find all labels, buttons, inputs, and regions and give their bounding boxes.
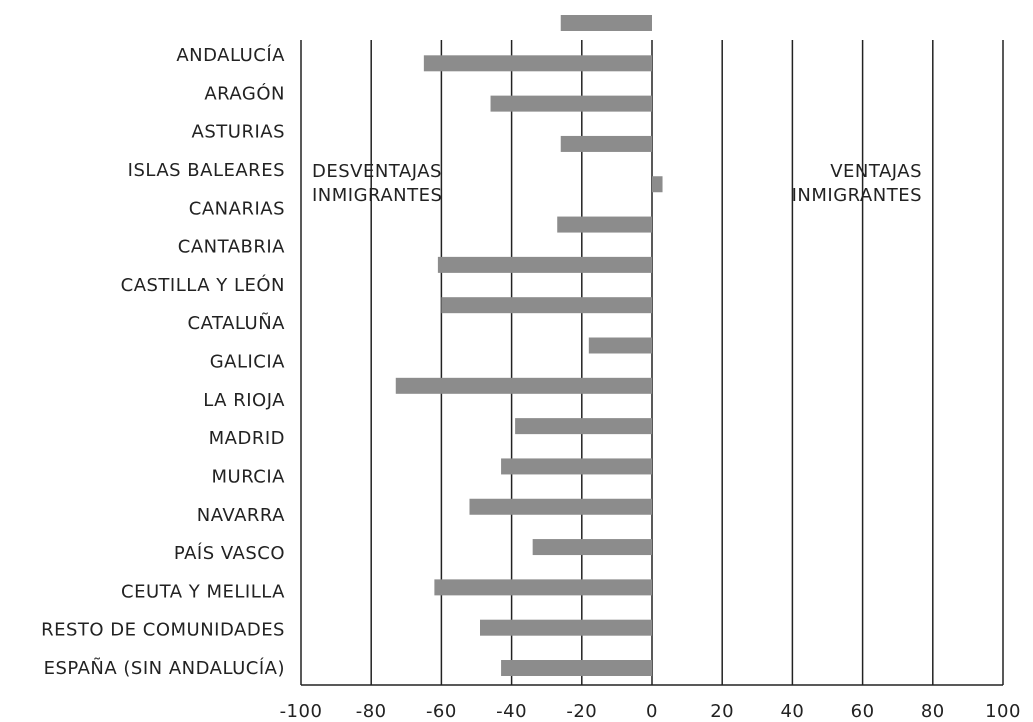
y-tick-label: CATALUÑA [188, 312, 286, 334]
x-tick-label: -80 [356, 701, 387, 722]
bar [490, 95, 652, 112]
x-tick-label: 60 [851, 701, 875, 722]
bar [469, 498, 652, 515]
x-tick-label: 40 [780, 701, 804, 722]
y-tick-label: CANARIAS [189, 198, 285, 219]
y-tick-label: NAVARRA [197, 505, 285, 526]
y-tick-label: GALICIA [210, 352, 285, 373]
x-tick-label: 100 [985, 701, 1021, 722]
annotation-line: INMIGRANTES [312, 185, 442, 206]
x-tick-label: 80 [921, 701, 945, 722]
bar [441, 297, 652, 314]
bar [437, 256, 652, 273]
bar [434, 579, 652, 596]
y-tick-label: CEUTA Y MELILLA [121, 581, 285, 602]
bar [532, 539, 652, 556]
y-tick-label: PAÍS VASCO [174, 542, 285, 564]
bar [501, 660, 652, 676]
bar [480, 619, 652, 636]
annotation: DESVENTAJAS INMIGRANTES [312, 161, 442, 206]
annotation-line: DESVENTAJAS [312, 161, 442, 182]
y-tick-label: CASTILLA Y LEÓN [121, 274, 285, 296]
x-tick-label: -60 [426, 701, 457, 722]
x-tick-label: -40 [496, 701, 527, 722]
bar [395, 377, 652, 394]
bar [515, 418, 652, 435]
bar [652, 176, 663, 193]
y-tick-label: ANDALUCÍA [176, 44, 285, 66]
annotation-line: INMIGRANTES [792, 185, 922, 206]
bar [560, 15, 652, 31]
bar [501, 458, 652, 475]
x-tick-label: 0 [646, 701, 658, 722]
y-tick-label: CANTABRIA [178, 237, 285, 258]
y-tick-label: LA RIOJA [203, 390, 285, 411]
x-tick-label: 20 [710, 701, 734, 722]
bar [557, 216, 652, 233]
y-tick-label: MADRID [209, 428, 285, 449]
x-tick-label: -100 [280, 701, 323, 722]
y-tick-label: RESTO DE COMUNIDADES [41, 620, 285, 641]
y-tick-label: ISLAS BALEARES [128, 160, 285, 181]
y-tick-label: MURCIA [211, 466, 285, 487]
annotation-line: VENTAJAS [830, 161, 922, 182]
y-tick-label: ARAGÓN [204, 82, 285, 104]
y-tick-label: ESPAÑA (SIN ANDALUCÍA) [44, 657, 285, 679]
annotation: VENTAJAS INMIGRANTES [792, 161, 922, 206]
bar [588, 337, 652, 354]
bar [560, 135, 652, 152]
bar [423, 55, 652, 72]
x-tick-label: -20 [566, 701, 597, 722]
y-tick-label: ASTURIAS [192, 122, 285, 143]
